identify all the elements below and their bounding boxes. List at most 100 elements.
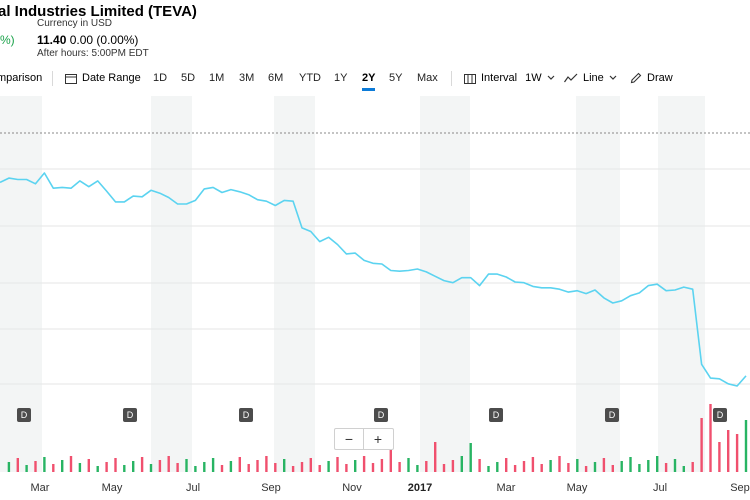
month-bands [0, 96, 705, 472]
range-ytd[interactable]: YTD [299, 72, 321, 84]
range-3m[interactable]: 3M [239, 72, 255, 84]
volume-bar [647, 460, 650, 472]
volume-bar [389, 442, 392, 472]
chart-gridlines [0, 168, 750, 385]
zoom-controls: − + [334, 428, 394, 450]
date-range-button[interactable]: Date Range [65, 72, 141, 84]
volume-bar [87, 459, 90, 472]
volume-bar [656, 456, 659, 472]
volume-bar [434, 442, 437, 472]
volume-bar [96, 466, 99, 472]
line-chart-icon [564, 73, 578, 83]
chart-toolbar: mparison Date Range 1D 5D 1M 3M 6M YTD 1… [0, 66, 750, 92]
draw-label: Draw [647, 72, 673, 84]
volume-bar [318, 465, 321, 472]
company-title: al Industries Limited (TEVA) [0, 3, 197, 20]
volume-bar [52, 464, 55, 472]
month-band [658, 96, 705, 472]
range-6m[interactable]: 6M [268, 72, 284, 84]
volume-bar [567, 463, 570, 472]
dividend-marker[interactable]: D [713, 408, 727, 422]
volume-bar [460, 456, 463, 472]
chart-type-label: Line [583, 72, 604, 84]
zoom-in-button[interactable]: + [373, 431, 383, 447]
volume-bar [558, 456, 561, 472]
volume-bar [398, 462, 401, 472]
volume-bar [185, 459, 188, 472]
range-1d[interactable]: 1D [153, 72, 168, 84]
volume-bar [576, 459, 579, 472]
draw-button[interactable]: Draw [630, 72, 673, 84]
volume-bar [61, 460, 64, 472]
volume-bar [407, 458, 410, 472]
volume-bar [25, 465, 28, 472]
zoom-out-button[interactable]: − [335, 429, 364, 449]
toolbar-divider [52, 71, 53, 86]
x-tick-label: Sep [261, 482, 281, 494]
regular-change-value: %) [0, 33, 15, 47]
toolbar-divider [451, 71, 452, 86]
volume-bar [664, 463, 668, 472]
interval-value: 1W [525, 72, 542, 84]
volume-bar [354, 460, 357, 472]
x-tick-label: Jul [652, 482, 668, 494]
volume-bar [158, 460, 162, 472]
volume-bar [478, 459, 481, 472]
volume-bar [194, 466, 197, 472]
after-hours-time: After hours: 5:00PM EDT [37, 48, 149, 59]
volume-bar [416, 465, 419, 472]
volume-bar [522, 461, 526, 472]
range-2y[interactable]: 2Y [362, 72, 376, 84]
volume-bar [549, 460, 552, 472]
range-5d[interactable]: 5D [181, 72, 196, 84]
volume-bar [735, 434, 739, 472]
x-tick-label: Sep [730, 482, 750, 494]
volume-bar [327, 461, 330, 472]
volume-bar [638, 464, 641, 472]
range-1m[interactable]: 1M [209, 72, 225, 84]
volume-bar [105, 462, 108, 472]
volume-bar [69, 456, 73, 472]
date-range-label: Date Range [82, 72, 141, 84]
interval-dropdown[interactable]: Interval 1W [464, 72, 555, 84]
range-5y[interactable]: 5Y [389, 72, 403, 84]
volume-bar [584, 466, 588, 472]
volume-bar [540, 464, 543, 472]
volume-bar [309, 458, 312, 472]
volume-bar [629, 457, 632, 472]
chart-type-dropdown[interactable]: Line [564, 72, 617, 84]
volume-bar [274, 463, 277, 472]
volume-bar [496, 462, 499, 472]
active-range-indicator [362, 88, 375, 91]
dividend-marker[interactable]: D [374, 408, 388, 422]
volume-bar [176, 463, 179, 472]
range-max[interactable]: Max [417, 72, 438, 84]
comparison-button[interactable]: mparison [0, 72, 43, 84]
x-tick-label: Nov [342, 482, 362, 494]
chevron-down-icon [547, 75, 555, 80]
x-tick-label: 2017 [407, 482, 433, 494]
volume-bar [700, 418, 703, 472]
volume-bar [727, 430, 730, 472]
x-tick-label: May [101, 482, 123, 494]
volume-bar [487, 466, 490, 472]
dividend-marker[interactable]: D [123, 408, 137, 422]
price-chart[interactable] [0, 96, 750, 500]
dividend-marker[interactable]: D [239, 408, 253, 422]
volume-bar [593, 462, 597, 472]
volume-bar [709, 404, 712, 472]
volume-bar [238, 457, 241, 472]
dividend-marker[interactable]: D [489, 408, 503, 422]
volume-bar [167, 456, 170, 472]
dividend-marker[interactable]: D [605, 408, 619, 422]
calendar-icon [65, 73, 77, 84]
month-band [420, 96, 470, 472]
dividend-marker[interactable]: D [17, 408, 31, 422]
range-1y[interactable]: 1Y [334, 72, 348, 84]
volume-bar [380, 459, 384, 472]
volume-bar [362, 456, 366, 472]
volume-bar [505, 458, 508, 472]
x-tick-label: Mar [496, 482, 516, 494]
after-hours-quote: 11.40 0.00 (0.00%) [37, 33, 138, 47]
volume-bar [673, 459, 677, 472]
